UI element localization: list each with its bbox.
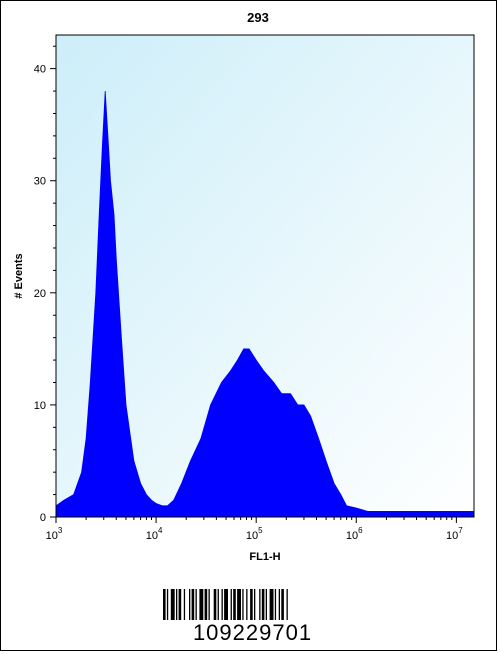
- x-axis: 103 104 105 106 107: [46, 517, 463, 542]
- barcode-bar: [265, 589, 267, 620]
- histogram-series-0: [55, 90, 475, 518]
- barcode-number: 109229701: [192, 620, 313, 645]
- y-tick-label: 40: [34, 64, 46, 76]
- barcode-bar: [246, 589, 248, 620]
- barcode-bar: [254, 589, 256, 620]
- barcode-bar: [281, 589, 284, 620]
- barcode: [163, 589, 288, 620]
- barcode-bar: [195, 589, 197, 620]
- x-tick-label: 103: [46, 526, 63, 542]
- y-axis-label: # Events: [13, 253, 25, 298]
- barcode-bar: [259, 589, 261, 620]
- barcode-bar: [261, 589, 265, 620]
- barcode-bar: [237, 589, 241, 620]
- barcode-bar: [230, 589, 232, 620]
- barcode-bar: [166, 589, 169, 620]
- barcode-bar: [221, 589, 223, 620]
- barcode-bar: [183, 589, 186, 620]
- x-tick-label: 105: [246, 526, 263, 542]
- plot-border: [55, 34, 475, 518]
- barcode-bar: [278, 589, 280, 620]
- barcode-bar: [269, 589, 274, 620]
- barcode-bar: [191, 589, 195, 620]
- barcode-bar: [208, 589, 210, 620]
- barcode-bar: [178, 589, 182, 620]
- barcode-bar: [224, 589, 228, 620]
- barcode-bar: [213, 589, 217, 620]
- y-tick-label: 10: [34, 400, 46, 412]
- barcode-bar: [286, 589, 288, 620]
- barcode-bar: [242, 589, 244, 620]
- barcode-bar: [199, 589, 204, 620]
- y-tick-label: 20: [34, 288, 46, 300]
- series-layer: [55, 90, 475, 518]
- barcode-bar: [217, 589, 219, 620]
- barcode-bar: [176, 589, 178, 620]
- y-axis: 0 10 20 30 40: [34, 45, 56, 524]
- barcode-bar: [250, 589, 253, 620]
- chart-title: 293: [247, 10, 269, 25]
- barcode-bar: [189, 589, 191, 620]
- y-tick-label: 30: [34, 176, 46, 188]
- x-axis-label: FL1-H: [249, 551, 280, 563]
- barcode-bar: [170, 589, 175, 620]
- y-tick-label: 0: [40, 512, 46, 524]
- x-tick-label: 104: [146, 526, 163, 542]
- x-tick-label: 106: [346, 526, 363, 542]
- x-tick-label: 107: [446, 526, 463, 542]
- barcode-bar: [163, 589, 166, 620]
- barcode-bar: [204, 589, 208, 620]
- barcode-bar: [274, 589, 277, 620]
- barcode-bar: [233, 589, 236, 620]
